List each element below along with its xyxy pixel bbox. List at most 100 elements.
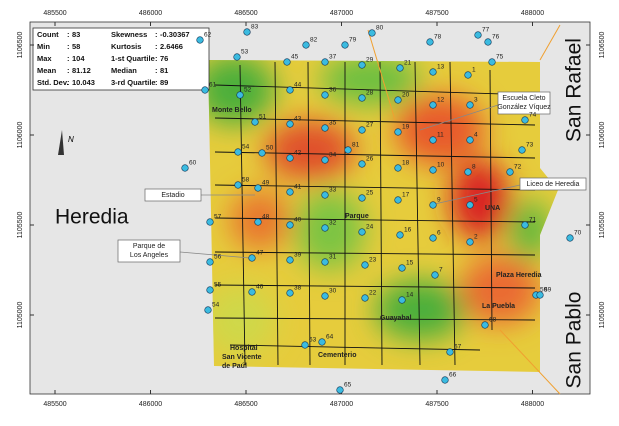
point-label: 43: [294, 116, 302, 123]
point-label: 6: [437, 230, 441, 237]
stat-label: 1-st Quartile: [111, 54, 155, 63]
sample-point: [394, 196, 402, 204]
point-label: 34: [329, 152, 337, 159]
x-tick-label: 486500: [234, 401, 257, 408]
point-label: 62: [204, 32, 212, 39]
y-tick-label: 1105000: [17, 302, 24, 329]
stat-label: Count: [37, 30, 59, 39]
point-label: 7: [439, 267, 443, 274]
stat-value: 76: [160, 54, 168, 63]
point-label: 73: [526, 142, 534, 149]
sample-point: [358, 160, 366, 168]
point-label: 77: [482, 27, 490, 34]
sample-point: [358, 228, 366, 236]
point-label: 42: [294, 150, 302, 157]
sample-point: [286, 188, 294, 196]
place-label: La Puebla: [482, 303, 515, 310]
point-label: 22: [369, 290, 377, 297]
point-label: 18: [402, 160, 410, 167]
sample-point: [321, 292, 329, 300]
place-label: Guayabal: [380, 315, 412, 322]
sample-point: [201, 86, 209, 94]
sample-point: [248, 288, 256, 296]
sample-point: [466, 101, 474, 109]
sample-point: [466, 136, 474, 144]
y-tick-label: 1106000: [599, 122, 606, 149]
point-label: 76: [492, 34, 500, 41]
sample-point: [429, 101, 437, 109]
point-label: 70: [574, 230, 582, 237]
sample-point: [243, 28, 251, 36]
callout-label: Parque de Los Angeles: [130, 243, 169, 259]
point-label: 15: [406, 260, 414, 267]
point-label: 64: [326, 334, 334, 341]
sample-point: [321, 91, 329, 99]
point-label: 67: [454, 344, 462, 351]
sample-point: [431, 271, 439, 279]
sample-point: [206, 286, 214, 294]
sample-point: [254, 184, 262, 192]
point-label: 1: [472, 67, 476, 74]
stat-value: 81.12: [72, 66, 91, 75]
sample-point: [398, 264, 406, 272]
point-label: 37: [329, 54, 337, 61]
sample-point: [321, 58, 329, 66]
sample-point: [234, 148, 242, 156]
callout-box: [497, 91, 551, 115]
stat-colon: :: [67, 54, 70, 63]
sample-point: [321, 258, 329, 266]
point-label: 44: [294, 82, 302, 89]
point-label: 41: [294, 184, 302, 191]
stat-value: 2.6466: [160, 42, 183, 51]
place-label: Parque: [345, 213, 369, 220]
place-label: UNA: [485, 205, 500, 212]
sample-point: [521, 221, 529, 229]
sample-point: [429, 166, 437, 174]
point-label: 26: [366, 156, 374, 163]
sample-point: [358, 194, 366, 202]
point-label: 71: [529, 217, 537, 224]
y-tick-label: 1106500: [599, 32, 606, 59]
y-tick-label: 1105500: [17, 212, 24, 239]
sample-point: [251, 118, 259, 126]
sample-point: [321, 124, 329, 132]
x-tick-label: 485500: [43, 10, 66, 17]
place-label: Hospital San Vicente de Paúl: [222, 345, 262, 370]
point-label: 14: [406, 292, 414, 299]
sample-point: [321, 156, 329, 164]
stat-label: Mean: [37, 66, 57, 75]
point-label: 39: [294, 252, 302, 259]
sample-point: [336, 386, 344, 394]
region-label: San Pablo: [563, 292, 586, 389]
sample-point: [233, 53, 241, 61]
sample-point: [446, 348, 454, 356]
callout-label: Estadio: [161, 192, 184, 199]
point-label: 55: [214, 282, 222, 289]
point-label: 5: [474, 197, 478, 204]
point-label: 47: [256, 250, 264, 257]
point-label: 81: [352, 142, 360, 149]
sample-point: [341, 41, 349, 49]
x-tick-label: 487500: [425, 401, 448, 408]
sample-point: [429, 234, 437, 242]
sample-point: [429, 201, 437, 209]
point-label: 12: [437, 97, 445, 104]
point-label: 58: [242, 177, 250, 184]
point-label: 65: [344, 382, 352, 389]
sample-point: [396, 64, 404, 72]
point-label: 46: [256, 284, 264, 291]
place-label: Plaza Heredia: [496, 272, 542, 279]
x-tick-label: 488000: [521, 401, 544, 408]
point-label: 83: [251, 24, 259, 31]
point-label: 3: [474, 97, 478, 104]
point-label: 36: [329, 87, 337, 94]
stat-label: Skewness: [111, 30, 147, 39]
x-tick-label: 486500: [234, 10, 257, 17]
point-label: 35: [329, 120, 337, 127]
point-label: 66: [449, 372, 457, 379]
point-label: 8: [472, 164, 476, 171]
sample-point: [181, 164, 189, 172]
point-label: 60: [189, 160, 197, 167]
x-tick-label: 485500: [43, 401, 66, 408]
